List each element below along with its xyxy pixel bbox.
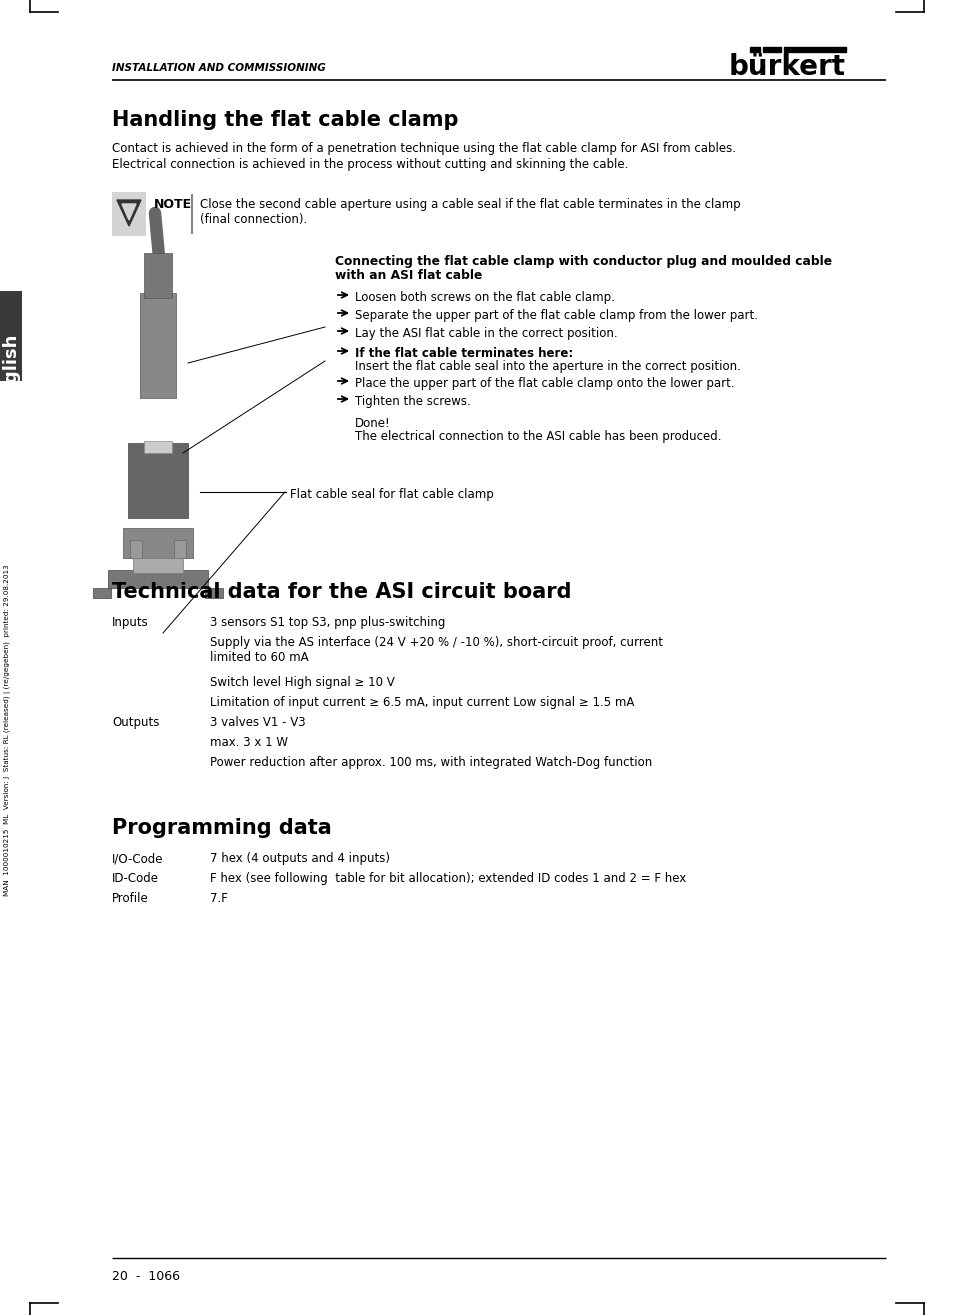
Text: Profile: Profile: [112, 892, 149, 905]
Text: INSTALLATION AND COMMISSIONING: INSTALLATION AND COMMISSIONING: [112, 63, 325, 74]
Bar: [112, 192, 146, 235]
Text: Lay the ASI flat cable in the correct position.: Lay the ASI flat cable in the correct po…: [355, 327, 617, 341]
Text: Limitation of input current ≥ 6.5 mA, input current Low signal ≥ 1.5 mA: Limitation of input current ≥ 6.5 mA, in…: [210, 696, 634, 709]
Text: MAN  1000010215  ML  Version: J  Status: RL (released) | (re/gegeben)  printed: : MAN 1000010215 ML Version: J Status: RL …: [5, 564, 11, 896]
Bar: [132, 558, 183, 573]
Text: The electrical connection to the ASI cable has been produced.: The electrical connection to the ASI cab…: [355, 430, 720, 443]
Text: Done!: Done!: [355, 417, 390, 430]
Text: NOTE: NOTE: [153, 199, 192, 210]
Text: 3 sensors S1 top S3, pnp plus-switching: 3 sensors S1 top S3, pnp plus-switching: [210, 615, 445, 629]
Bar: [144, 252, 172, 299]
Text: Technical data for the ASI circuit board: Technical data for the ASI circuit board: [112, 583, 571, 602]
Bar: [128, 443, 188, 518]
Text: 7.F: 7.F: [210, 892, 228, 905]
Text: max. 3 x 1 W: max. 3 x 1 W: [210, 736, 288, 750]
Text: Outputs: Outputs: [112, 715, 159, 729]
Text: Connecting the flat cable clamp with conductor plug and moulded cable: Connecting the flat cable clamp with con…: [335, 255, 831, 268]
Text: Contact is achieved in the form of a penetration technique using the flat cable : Contact is achieved in the form of a pen…: [112, 142, 735, 155]
Bar: [140, 293, 175, 398]
Text: Insert the flat cable seal into the aperture in the correct position.: Insert the flat cable seal into the aper…: [355, 360, 740, 373]
Polygon shape: [117, 200, 141, 226]
Text: Separate the upper part of the flat cable clamp from the lower part.: Separate the upper part of the flat cabl…: [355, 309, 758, 322]
Text: Programming data: Programming data: [112, 818, 332, 838]
Text: ID-Code: ID-Code: [112, 872, 159, 885]
Bar: [762, 47, 781, 53]
Text: 3 valves V1 - V3: 3 valves V1 - V3: [210, 715, 305, 729]
Bar: [123, 529, 193, 558]
Bar: [0, 291, 22, 381]
Text: english: english: [2, 333, 20, 406]
Bar: [108, 569, 208, 588]
Text: Electrical connection is achieved in the process without cutting and skinning th: Electrical connection is achieved in the…: [112, 158, 628, 171]
Text: Power reduction after approx. 100 ms, with integrated Watch-Dog function: Power reduction after approx. 100 ms, wi…: [210, 756, 652, 769]
Bar: [173, 540, 186, 558]
Bar: [783, 47, 845, 53]
Text: Tighten the screws.: Tighten the screws.: [355, 394, 470, 408]
Text: Place the upper part of the flat cable clamp onto the lower part.: Place the upper part of the flat cable c…: [355, 377, 734, 391]
Bar: [749, 47, 760, 53]
Text: Flat cable seal for flat cable clamp: Flat cable seal for flat cable clamp: [290, 488, 494, 501]
Polygon shape: [122, 204, 136, 220]
Text: 7 hex (4 outputs and 4 inputs): 7 hex (4 outputs and 4 inputs): [210, 852, 390, 865]
Text: Supply via the AS interface (24 V +20 % / -10 %), short-circuit proof, current
l: Supply via the AS interface (24 V +20 % …: [210, 636, 662, 664]
Text: If the flat cable terminates here:: If the flat cable terminates here:: [355, 347, 573, 360]
Text: Loosen both screws on the flat cable clamp.: Loosen both screws on the flat cable cla…: [355, 291, 615, 304]
Bar: [144, 441, 172, 452]
Text: Handling the flat cable clamp: Handling the flat cable clamp: [112, 110, 458, 130]
Text: bürkert: bürkert: [728, 53, 845, 82]
Text: with an ASI flat cable: with an ASI flat cable: [335, 270, 482, 281]
Bar: [92, 588, 111, 598]
Bar: [130, 540, 142, 558]
Bar: [205, 588, 223, 598]
Text: Switch level High signal ≥ 10 V: Switch level High signal ≥ 10 V: [210, 676, 395, 689]
Text: Close the second cable aperture using a cable seal if the flat cable terminates : Close the second cable aperture using a …: [200, 199, 740, 226]
Text: F hex (see following  table for bit allocation); extended ID codes 1 and 2 = F h: F hex (see following table for bit alloc…: [210, 872, 685, 885]
Bar: [126, 205, 132, 210]
Text: I/O-Code: I/O-Code: [112, 852, 163, 865]
Text: 20  -  1066: 20 - 1066: [112, 1270, 180, 1283]
Text: Inputs: Inputs: [112, 615, 149, 629]
